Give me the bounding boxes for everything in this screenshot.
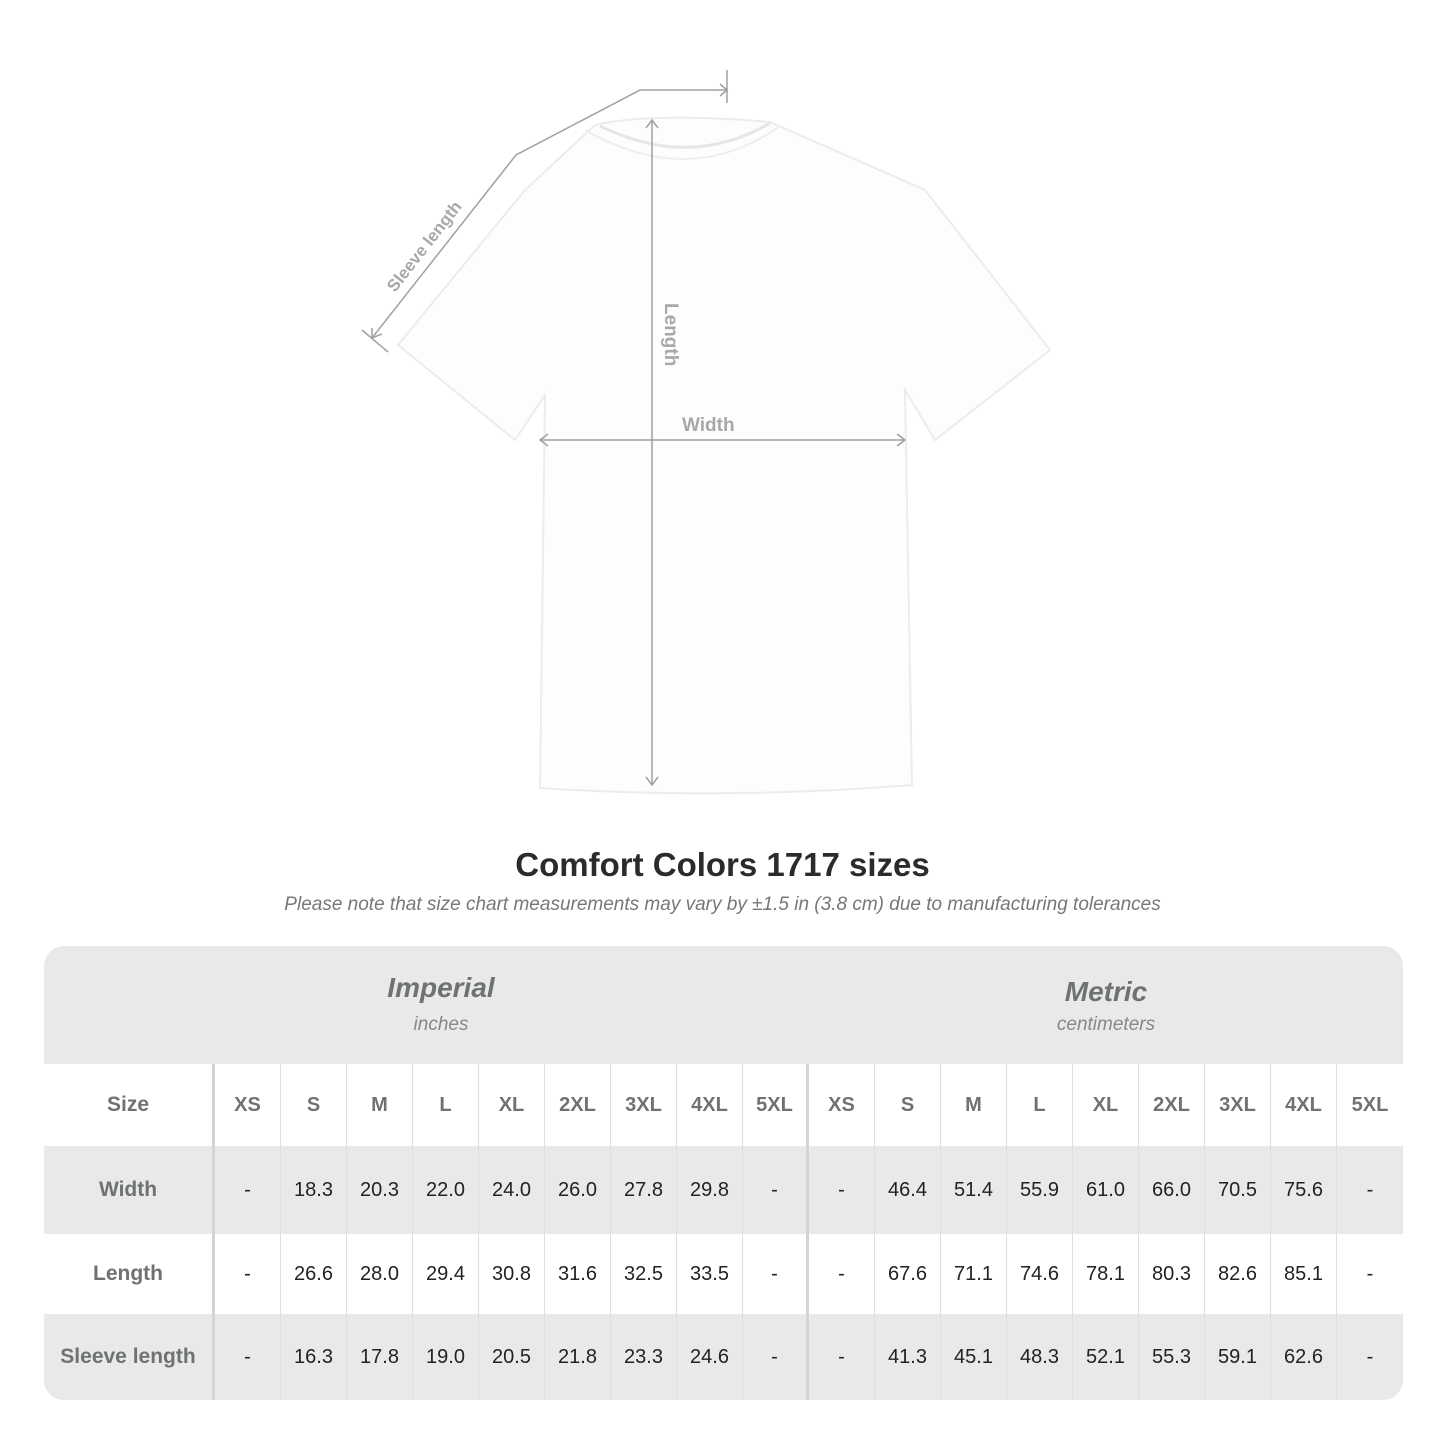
size-header-imperial: L xyxy=(413,1064,479,1146)
size-header-metric: S xyxy=(875,1064,941,1146)
table-cell-imperial: 22.0 xyxy=(413,1146,479,1234)
width-label: Width xyxy=(682,415,735,436)
table-cell-imperial: 30.8 xyxy=(479,1234,545,1314)
table-cell-metric: 61.0 xyxy=(1073,1146,1139,1234)
table-cell-metric: 55.3 xyxy=(1139,1314,1205,1400)
table-cell-metric: 75.6 xyxy=(1271,1146,1337,1234)
table-cell-imperial: 17.8 xyxy=(347,1314,413,1400)
tshirt-diagram: Sleeve length Length Width xyxy=(361,70,1052,795)
table-cell-metric: 67.6 xyxy=(875,1234,941,1314)
table-cell-metric: 62.6 xyxy=(1271,1314,1337,1400)
table-cell-metric: 51.4 xyxy=(941,1146,1007,1234)
length-label: Length xyxy=(660,303,681,366)
table-cell-imperial: 27.8 xyxy=(611,1146,677,1234)
imperial-title: Imperial xyxy=(387,972,495,1003)
size-header-imperial: XL xyxy=(479,1064,545,1146)
table-cell-imperial: 20.3 xyxy=(347,1146,413,1234)
size-label: Size xyxy=(44,1064,215,1146)
table-cell-imperial: 23.3 xyxy=(611,1314,677,1400)
table-cell-metric: 52.1 xyxy=(1073,1314,1139,1400)
row-label: Width xyxy=(44,1146,215,1234)
table-cell-metric: 70.5 xyxy=(1205,1146,1271,1234)
table-row: Width -18.3 20.3 22.0 24.0 26.0 27.8 29.8- -46.4… xyxy=(44,1146,1403,1234)
metric-title: Metric xyxy=(1064,976,1148,1007)
table-cell-metric: 78.1 xyxy=(1073,1234,1139,1314)
table-cell-metric: - xyxy=(809,1234,875,1314)
size-table: Imperial inches Metric centimeters Size X… xyxy=(44,946,1403,1400)
table-cell-imperial: 16.3 xyxy=(281,1314,347,1400)
size-header-metric: 4XL xyxy=(1271,1064,1337,1146)
table-cell-metric: - xyxy=(809,1314,875,1400)
size-header-imperial: 3XL xyxy=(611,1064,677,1146)
table-cell-metric: 74.6 xyxy=(1007,1234,1073,1314)
table-cell-metric: 55.9 xyxy=(1007,1146,1073,1234)
metric-unit: centimeters xyxy=(1056,1014,1156,1035)
table-cell-metric: 48.3 xyxy=(1007,1314,1073,1400)
table-cell-metric: - xyxy=(809,1146,875,1234)
size-header-metric: L xyxy=(1007,1064,1073,1146)
table-cell-imperial: 29.8 xyxy=(677,1146,743,1234)
table-cell-imperial: - xyxy=(215,1314,281,1400)
tolerance-note: Please note that size chart measurements… xyxy=(284,894,1161,915)
table-cell-imperial: 19.0 xyxy=(413,1314,479,1400)
row-label: Length xyxy=(44,1234,215,1314)
table-cell-metric: 46.4 xyxy=(875,1146,941,1234)
tshirt-image xyxy=(396,116,1052,795)
size-header-metric: 3XL xyxy=(1205,1064,1271,1146)
table-cell-imperial: - xyxy=(215,1234,281,1314)
table-cell-metric: 82.6 xyxy=(1205,1234,1271,1314)
table-cell-imperial: 26.6 xyxy=(281,1234,347,1314)
table-cell-imperial: 21.8 xyxy=(545,1314,611,1400)
size-header-imperial: XS xyxy=(215,1064,281,1146)
size-header-imperial: 5XL xyxy=(743,1064,809,1146)
table-cell-metric: - xyxy=(1366,1262,1374,1285)
table-cell-imperial: 33.5 xyxy=(677,1234,743,1314)
table-cell-metric: 80.3 xyxy=(1139,1234,1205,1314)
table-row: Sleeve length -16.3 17.8 19.0 20.5 21.8 23.3 24… xyxy=(44,1314,1403,1400)
table-cell-metric: 45.1 xyxy=(941,1314,1007,1400)
table-cell-imperial: 24.6 xyxy=(677,1314,743,1400)
table-cell-imperial: 20.5 xyxy=(479,1314,545,1400)
table-cell-imperial: - xyxy=(215,1146,281,1234)
table-row: Length -26.6 28.0 29.4 30.8 31.6 32.5 33.5- -67.… xyxy=(44,1234,1403,1314)
imperial-unit: inches xyxy=(413,1014,469,1035)
table-cell-metric: 59.1 xyxy=(1205,1314,1271,1400)
table-cell-metric: - xyxy=(1366,1345,1374,1368)
size-header-metric: XL xyxy=(1073,1064,1139,1146)
table-cell-metric: 41.3 xyxy=(875,1314,941,1400)
table-cell-imperial: 18.3 xyxy=(281,1146,347,1234)
table-cell-metric: 71.1 xyxy=(941,1234,1007,1314)
table-cell-imperial: 28.0 xyxy=(347,1234,413,1314)
table-cell-metric: - xyxy=(1366,1178,1374,1201)
sleeve-measure-line xyxy=(371,89,727,339)
table-cell-imperial: - xyxy=(743,1146,809,1234)
size-header-metric: M xyxy=(941,1064,1007,1146)
page-title: Comfort Colors 1717 sizes xyxy=(515,846,930,883)
size-header-imperial: 2XL xyxy=(545,1064,611,1146)
table-cell-imperial: - xyxy=(743,1314,809,1400)
table-cell-metric: 66.0 xyxy=(1139,1146,1205,1234)
metric-header: Metric centimeters xyxy=(809,946,1403,1064)
table-cell-imperial: 32.5 xyxy=(611,1234,677,1314)
table-cell-imperial: 24.0 xyxy=(479,1146,545,1234)
size-header-metric: 2XL xyxy=(1139,1064,1205,1146)
size-header-imperial: 4XL xyxy=(677,1064,743,1146)
table-cell-imperial: - xyxy=(743,1234,809,1314)
table-cell-imperial: 29.4 xyxy=(413,1234,479,1314)
size-header-imperial: M xyxy=(347,1064,413,1146)
table-cell-imperial: 31.6 xyxy=(545,1234,611,1314)
size-header-metric: 5XL xyxy=(1351,1093,1389,1116)
size-header-imperial: S xyxy=(281,1064,347,1146)
size-header-row: Size XS S M L XL 2XL 3XL 4XL 5XL XS S M L XL 2XL 3XL 4XL 5… xyxy=(44,1064,1403,1146)
size-header-metric: XS xyxy=(809,1064,875,1146)
row-label: Sleeve length xyxy=(44,1314,215,1400)
table-cell-imperial: 26.0 xyxy=(545,1146,611,1234)
imperial-header: Imperial inches xyxy=(215,946,667,1064)
table-cell-metric: 85.1 xyxy=(1271,1234,1337,1314)
